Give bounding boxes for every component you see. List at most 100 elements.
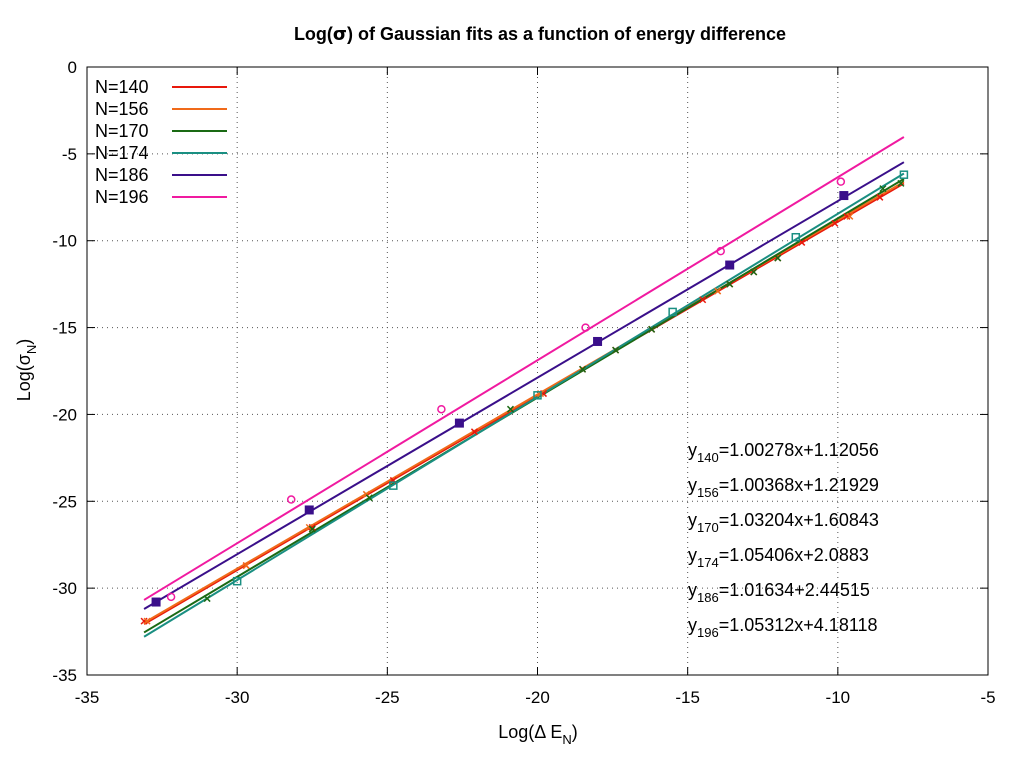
equation-y: y: [688, 440, 697, 460]
data-point-n-196: [286, 495, 296, 504]
data-point-n-196: [581, 323, 590, 332]
equation-body: =1.05406x+2.0883: [719, 545, 869, 565]
data-point-n-186: [839, 191, 849, 201]
x-axis-label-close: ): [572, 722, 578, 742]
y-tick-label: -5: [62, 145, 77, 164]
x-tick-label: -35: [75, 688, 100, 707]
equation-body: =1.01634+2.44515: [719, 580, 870, 600]
fit-equation-170: y170=1.03204x+1.60843: [688, 510, 879, 535]
data-point-n-156: [143, 617, 151, 625]
equation-body: =1.00278x+1.12056: [719, 440, 879, 460]
y-tick-label: -25: [52, 492, 77, 511]
point-stroke: [876, 193, 884, 201]
point-stroke: [798, 238, 806, 246]
data-point-n-174: [791, 232, 801, 242]
data-point-n-170: [879, 185, 887, 193]
fit-line-n-174: [143, 172, 905, 638]
x-tick-label: -30: [225, 688, 250, 707]
y-tick-label: -35: [52, 666, 77, 685]
point-stroke: [897, 179, 905, 187]
axis-ticks: -35 -30 -25 -20 -15 -10 -5 0 -5 -10 -15 -20 -25 -30 -3…: [52, 58, 995, 707]
point-stroke: [714, 287, 722, 295]
point-stroke: [506, 405, 515, 413]
y-tick-label: -30: [52, 579, 77, 598]
fit-lines: [143, 136, 905, 638]
x-tick-label: -20: [525, 688, 550, 707]
x-axis-label-sub: N: [562, 732, 571, 747]
point-stroke: [774, 254, 782, 262]
x-axis-label: Log(Δ EN): [498, 722, 577, 747]
fit-equation-196: y196=1.05312x+4.18118: [688, 615, 878, 640]
data-point-n-186: [454, 418, 464, 428]
x-tick-label: -15: [675, 688, 700, 707]
fit-equation-186: y186=1.01634+2.44515: [688, 580, 870, 605]
y-tick-label: -10: [52, 232, 77, 251]
point-stroke: [726, 280, 734, 288]
equation-subscript: 174: [697, 555, 719, 570]
data-point-n-170: [648, 325, 656, 333]
data-point-n-186: [304, 505, 314, 515]
data-point-n-174: [533, 391, 542, 400]
legend-label-n-170: N=170: [95, 121, 149, 141]
chart-title: Log(σ) of Gaussian fits as a function of…: [294, 24, 786, 45]
data-point-n-174: [232, 576, 242, 586]
y-axis-label-main: Log(σ: [14, 354, 34, 401]
equation-y: y: [688, 510, 697, 530]
point-stroke: [750, 268, 758, 276]
point-stroke: [362, 490, 370, 498]
equation-subscript: 156: [697, 485, 719, 500]
data-point-n-186: [593, 336, 603, 346]
title-suffix: ) of Gaussian fits as a function of ener…: [347, 24, 786, 44]
data-point-n-186: [725, 260, 735, 270]
data-point-n-170: [308, 525, 316, 533]
data-point-n-174: [389, 481, 398, 490]
equation-subscript: 140: [697, 450, 719, 465]
data-point-n-174: [899, 170, 909, 179]
data-point-n-140: [470, 428, 478, 436]
equation-subscript: 196: [697, 625, 719, 640]
y-tick-label: 0: [68, 58, 77, 77]
y-axis-label-sub: N: [24, 345, 39, 354]
title-prefix: Log(: [294, 24, 333, 44]
equation-subscript: 186: [697, 590, 719, 605]
data-point-n-156: [242, 562, 250, 570]
data-point-n-140: [699, 296, 707, 304]
data-point-n-140: [876, 193, 884, 201]
data-point-n-170: [579, 365, 587, 373]
title-sigma-symbol: σ: [333, 24, 347, 45]
equation-y: y: [688, 580, 697, 600]
fit-equation-156: y156=1.00368x+1.21929: [688, 475, 879, 500]
data-point-n-156: [714, 287, 722, 295]
data-point-n-170: [203, 595, 211, 603]
data-point-n-156: [846, 212, 854, 220]
point-stroke: [143, 617, 151, 625]
point-stroke: [305, 523, 313, 531]
equation-body: =1.03204x+1.60843: [719, 510, 879, 530]
point-stroke: [579, 365, 587, 373]
legend-label-n-140: N=140: [95, 77, 149, 97]
y-axis-label-close: ): [14, 339, 34, 345]
point-stroke: [879, 185, 887, 193]
y-axis-label: Log(σN): [14, 339, 39, 402]
y-tick-label: -20: [52, 405, 77, 424]
point-stroke: [612, 346, 620, 354]
legend-label-n-174: N=174: [95, 143, 149, 163]
data-point-n-174: [668, 307, 677, 317]
data-point-n-196: [836, 177, 846, 186]
data-point-n-170: [897, 179, 905, 187]
fit-equation-174: y174=1.05406x+2.0883: [688, 545, 869, 570]
data-point-n-196: [166, 592, 176, 602]
x-tick-label: -25: [375, 688, 400, 707]
data-point-n-170: [774, 254, 782, 262]
legend-label-n-186: N=186: [95, 165, 149, 185]
data-points: [140, 170, 909, 625]
point-stroke: [308, 525, 316, 533]
point-stroke: [831, 219, 839, 227]
x-tick-label: -10: [826, 688, 851, 707]
equation-y: y: [688, 475, 697, 495]
data-point-n-170: [506, 405, 515, 413]
point-stroke: [242, 562, 250, 570]
point-stroke: [470, 428, 478, 436]
